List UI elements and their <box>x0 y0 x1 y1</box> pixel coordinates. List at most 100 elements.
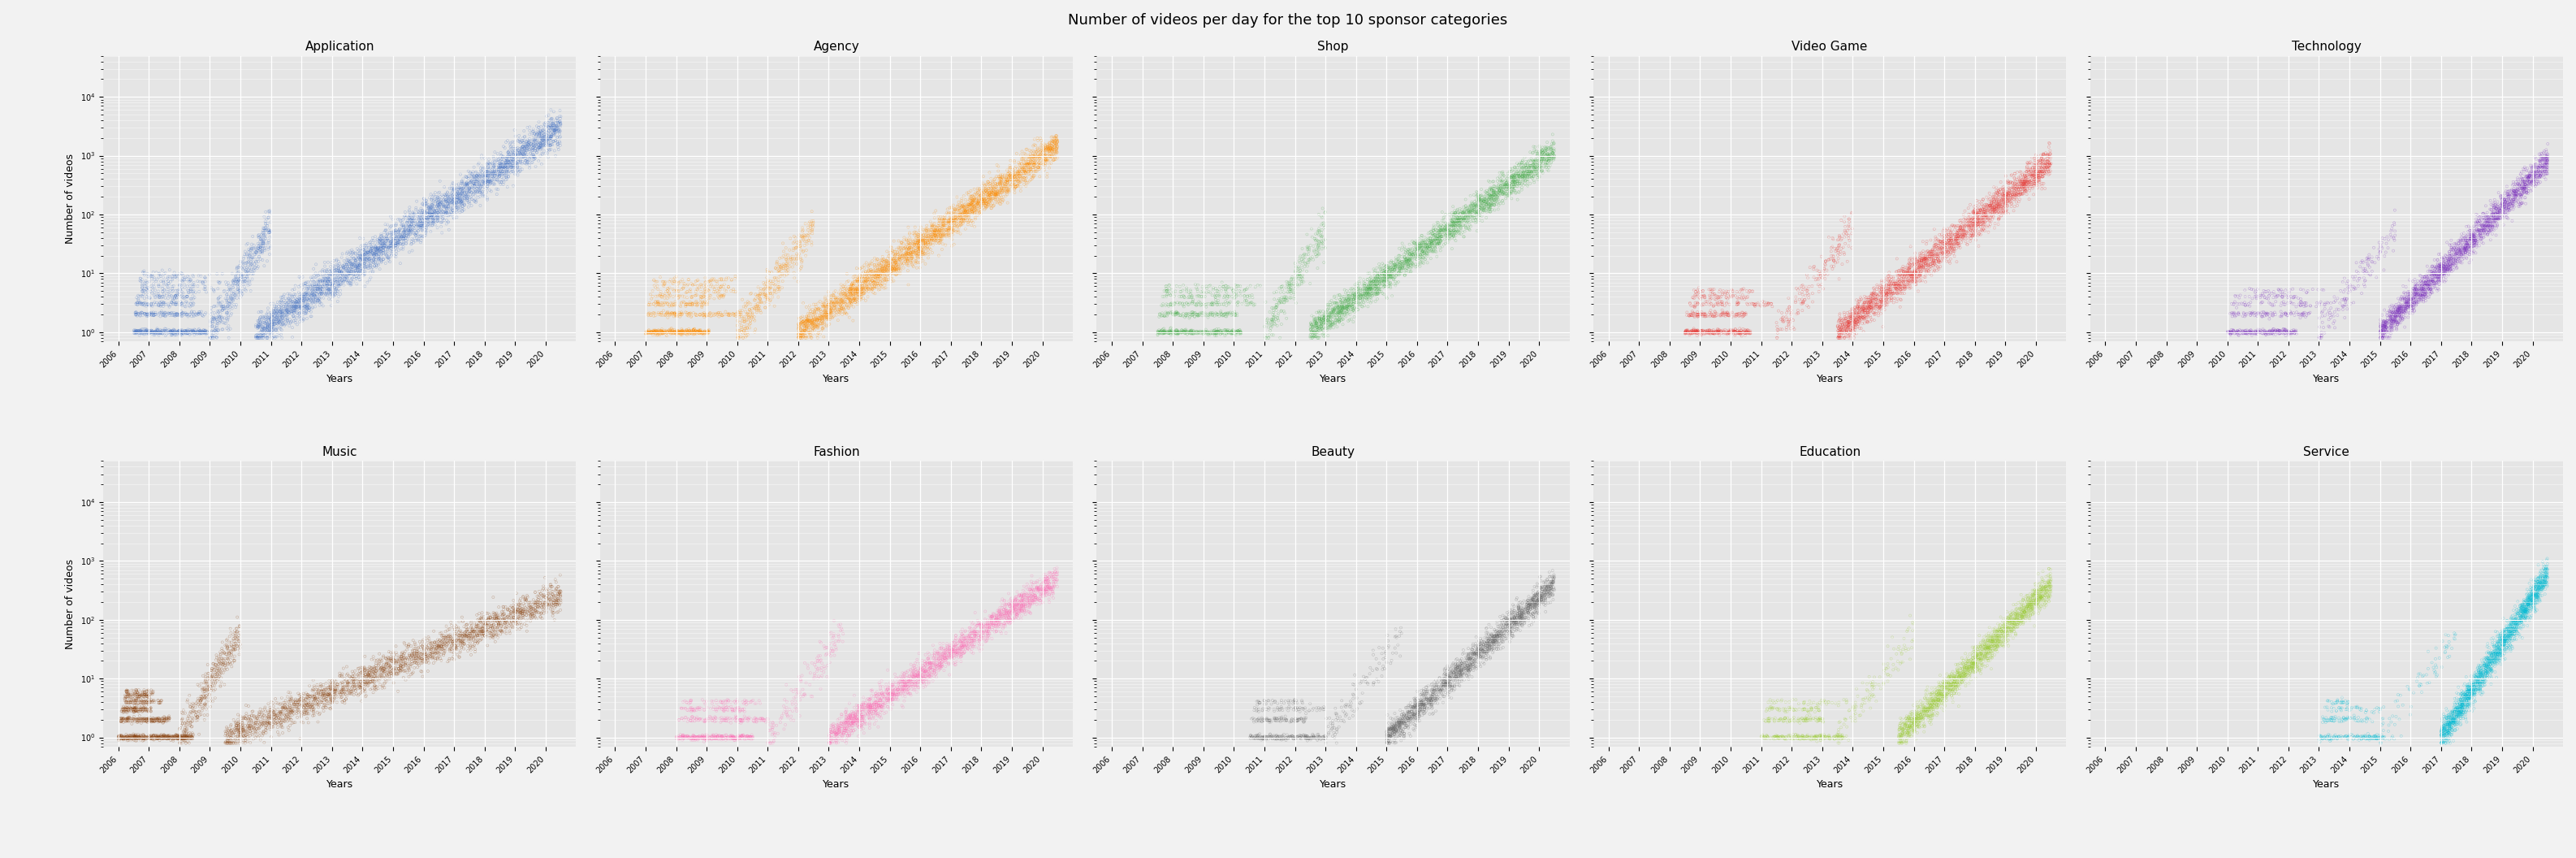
Point <box>999 148 1041 162</box>
Point <box>322 682 363 696</box>
Point <box>1440 653 1481 667</box>
Point <box>108 688 149 702</box>
Point <box>379 650 420 663</box>
Point <box>1909 260 1950 274</box>
Point <box>948 213 989 227</box>
Point <box>1213 326 1255 340</box>
Point <box>1260 733 1301 746</box>
Point <box>2483 637 2524 650</box>
Point <box>1494 609 1535 623</box>
Point <box>719 704 760 718</box>
Point <box>2367 323 2409 337</box>
Point <box>448 186 489 200</box>
Point <box>1406 686 1448 700</box>
Point <box>1494 611 1535 625</box>
Point <box>873 255 914 269</box>
Point <box>1904 258 1945 272</box>
Point <box>1973 632 2014 646</box>
Point <box>1891 269 1932 282</box>
Point <box>1432 229 1473 243</box>
Point <box>1404 702 1445 716</box>
Point <box>1826 729 1868 743</box>
Point <box>2450 691 2491 704</box>
Point <box>2365 317 2406 331</box>
Point <box>2434 254 2476 268</box>
Point <box>1321 317 1363 331</box>
Point <box>1968 626 2009 640</box>
Point <box>884 667 925 680</box>
Point <box>1002 589 1043 602</box>
Point <box>291 270 332 284</box>
Point <box>1816 242 1857 256</box>
Point <box>482 178 523 191</box>
Point <box>1515 601 1556 615</box>
Point <box>350 664 392 678</box>
Point <box>1744 299 1785 312</box>
Point <box>685 285 726 299</box>
Point <box>1249 714 1291 728</box>
Point <box>1492 619 1533 633</box>
Point <box>2478 209 2519 223</box>
Point <box>368 234 410 248</box>
Point <box>118 731 160 745</box>
Point <box>1298 730 1340 744</box>
Point <box>113 686 155 700</box>
Point <box>206 301 247 315</box>
Point <box>469 626 510 640</box>
Point <box>1409 692 1450 705</box>
Point <box>2020 578 2061 592</box>
Point <box>459 176 500 190</box>
Point <box>118 306 160 320</box>
Point <box>1005 142 1046 156</box>
Point <box>2391 299 2432 312</box>
Point <box>505 151 546 165</box>
Point <box>160 731 201 745</box>
Point <box>291 701 332 715</box>
Point <box>1965 208 2007 221</box>
Point <box>1355 283 1396 297</box>
Point <box>1466 653 1507 667</box>
Point <box>1965 659 2007 673</box>
Point <box>2470 223 2512 237</box>
Point <box>1401 245 1443 258</box>
Point <box>837 701 878 715</box>
Point <box>206 293 247 307</box>
Point <box>1394 698 1435 712</box>
Point <box>2311 308 2352 322</box>
Point <box>868 258 909 272</box>
Point <box>350 270 392 284</box>
Point <box>1929 682 1971 696</box>
Point <box>121 691 162 704</box>
Point <box>371 235 412 249</box>
Point <box>2303 302 2344 316</box>
Point <box>438 191 479 205</box>
Point <box>1883 269 1924 283</box>
Point <box>1965 205 2007 219</box>
Point <box>1947 220 1989 233</box>
Point <box>1391 249 1432 263</box>
Point <box>263 702 304 716</box>
Point <box>1492 184 1533 198</box>
Point <box>131 687 173 701</box>
Point <box>108 732 149 746</box>
Point <box>670 732 711 746</box>
Point <box>513 596 554 610</box>
Point <box>1942 672 1984 686</box>
Point <box>1816 731 1857 745</box>
Point <box>1242 732 1283 746</box>
Point <box>299 292 340 305</box>
Point <box>1206 308 1247 322</box>
Point <box>219 730 260 744</box>
Point <box>314 281 355 294</box>
Point <box>891 247 933 261</box>
Point <box>1517 586 1558 600</box>
Point <box>649 290 690 304</box>
Point <box>1816 320 1857 334</box>
Point <box>984 610 1025 624</box>
Point <box>260 716 301 730</box>
Point <box>1713 325 1754 339</box>
Point <box>1484 629 1525 643</box>
Point <box>294 705 335 719</box>
Point <box>1430 214 1471 227</box>
Point <box>2429 258 2470 272</box>
